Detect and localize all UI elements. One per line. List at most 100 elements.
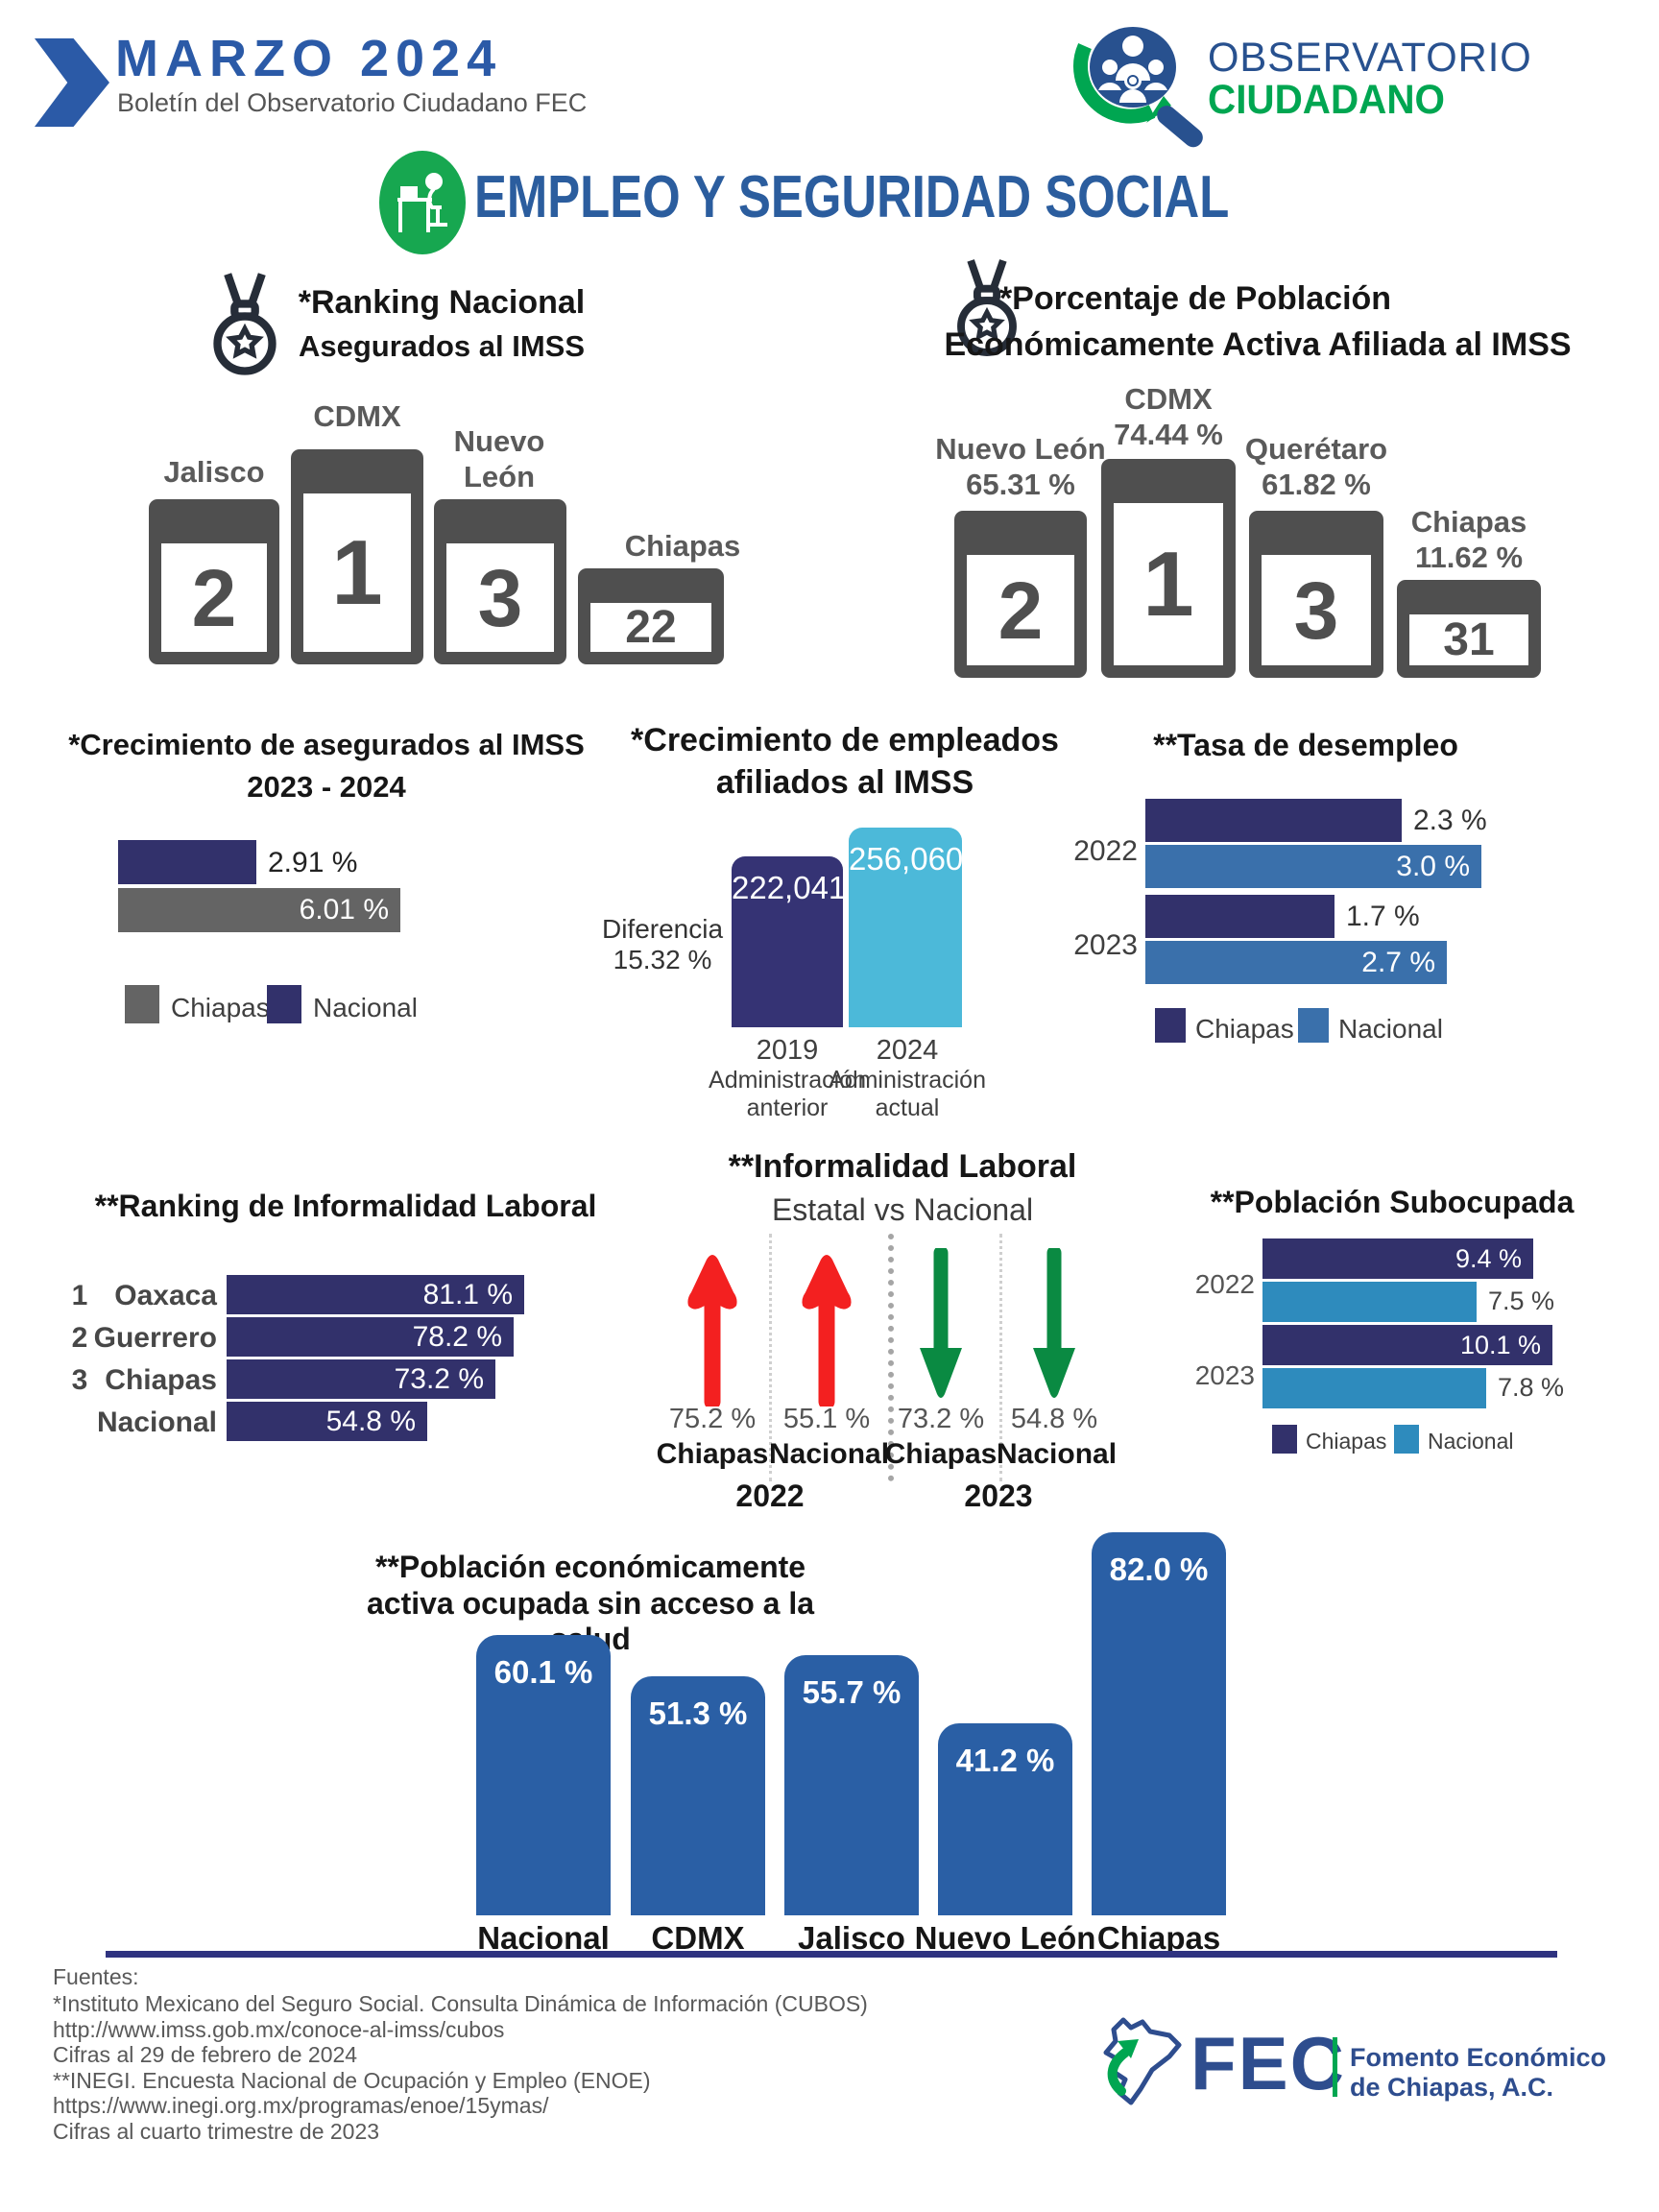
unemployment-2023-chiapas-value: 1.7 % — [1346, 901, 1420, 932]
logo-observatorio-text: OBSERVATORIO — [1208, 35, 1532, 81]
informality-2022-nacional-value: 55.1 % — [782, 1404, 871, 1434]
rank-3-bar: 73.2 % — [227, 1359, 495, 1399]
rank-2-bar: 78.2 % — [227, 1317, 514, 1357]
pea-cdmx-value: 74.44 % — [1114, 417, 1223, 451]
pea-label-chiapas: Chiapas 11.62 % — [1382, 505, 1555, 575]
footer-divider — [106, 1951, 1557, 1958]
subocupada-2023-chiapas-value: 10.1 % — [1459, 1330, 1541, 1359]
admin-2024-l2: actual — [875, 1094, 940, 1121]
employees-2019-bar: 222,041 — [732, 856, 847, 1027]
podium-block-rank2: 2 — [149, 499, 279, 664]
subocupada-2023-chiapas-bar: 10.1 % — [1262, 1325, 1552, 1365]
no-health-cdmx-value: 51.3 % — [648, 1695, 748, 1731]
no-health-bar-jalisco: 55.7 % — [784, 1655, 919, 1915]
pea-podium-block-rank31: 31 — [1397, 580, 1541, 678]
diff-word: Diferencia — [601, 914, 724, 944]
rank-3: 3 — [71, 1364, 88, 1396]
pea-label-nuevo-leon: Nuevo León 65.31 % — [925, 432, 1117, 502]
podium-rank-3: 3 — [477, 552, 523, 643]
unemployment-2022-chiapas-value: 2.3 % — [1413, 805, 1487, 836]
subocupada-2022-chiapas-bar: 9.4 % — [1262, 1238, 1533, 1279]
subocupada-legend-nacional: Nacional — [1428, 1429, 1514, 1454]
unemployment-2023-nacional-value: 2.7 % — [1361, 946, 1435, 978]
podium-label-jalisco: Jalisco — [163, 455, 265, 489]
no-health-bar-nacional: 60.1 % — [476, 1635, 611, 1915]
no-health-bar-cdmx: 51.3 % — [631, 1676, 765, 1915]
subocupada-year-2022: 2022 — [1194, 1269, 1255, 1299]
unemployment-2022-chiapas-bar — [1145, 799, 1402, 842]
employees-2019-label: 2019 Administración anterior — [706, 1035, 869, 1122]
informality-2022-nacional-name: Nacional — [769, 1438, 890, 1470]
medal-icon — [207, 271, 282, 380]
pea-qro-value: 61.82 % — [1262, 467, 1371, 501]
unemployment-year-2022: 2022 — [1073, 835, 1138, 867]
subocupada-2023-nacional-value: 7.8 % — [1498, 1373, 1565, 1402]
informality-2022-chiapas-value: 75.2 % — [668, 1404, 757, 1434]
informality-2022-chiapas-name: Chiapas — [656, 1438, 769, 1470]
source-link[interactable]: https://www.inegi.org.mx/programas/enoe/… — [53, 2093, 549, 2118]
fec-logo-text: FEC — [1190, 2021, 1346, 2105]
informality-vs-title: **Informalidad Laboral — [728, 1148, 1077, 1185]
informality-year-2023: 2023 — [964, 1479, 1033, 1513]
admin-2024-l1: Administración — [829, 1067, 986, 1094]
source-line: *Instituto Mexicano del Seguro Social. C… — [53, 1991, 868, 2016]
page-title: MARZO 2024 — [115, 30, 503, 87]
pea-qro-name: Querétaro — [1244, 432, 1388, 466]
podium-block-rank3: 3 — [434, 499, 566, 664]
pea-podium-block-rank2: 2 — [954, 511, 1087, 678]
no-health-label-cdmx: CDMX — [651, 1920, 745, 1956]
informality-2023-chiapas-name: Chiapas — [884, 1438, 998, 1470]
growth-employees-title2: afiliados al IMSS — [715, 764, 974, 801]
pea-rank-3: 3 — [1293, 565, 1339, 656]
source-link[interactable]: http://www.imss.gob.mx/conoce-al-imss/cu… — [53, 2016, 505, 2042]
podium-label-cdmx: CDMX — [313, 399, 401, 433]
informality-year-2022: 2022 — [735, 1479, 805, 1513]
growth-employees-diff: Diferencia 15.32 % — [590, 914, 734, 975]
no-health-bar-nuevo-leon: 41.2 % — [938, 1723, 1072, 1915]
fec-logo-separator — [1333, 2037, 1337, 2097]
pea-rank-31: 31 — [1443, 613, 1495, 665]
pea-label-queretaro: Querétaro 61.82 % — [1230, 432, 1403, 502]
podium-label-chiapas: Chiapas — [624, 529, 741, 563]
up-arrow-icon — [684, 1248, 741, 1411]
pea-rank-1: 1 — [1142, 532, 1194, 636]
source-line: Cifras al 29 de febrero de 2024 — [53, 2042, 358, 2067]
unemployment-2022-nacional-value: 3.0 % — [1396, 850, 1470, 882]
pea-title-line1: *Porcentaje de Población — [998, 280, 1392, 317]
pea-label-cdmx: CDMX 74.44 % — [1087, 382, 1250, 452]
source-line: **INEGI. Encuesta Nacional de Ocupación … — [53, 2067, 651, 2093]
unemployment-2023-chiapas-bar — [1145, 895, 1334, 938]
no-health-label-chiapas: Chiapas — [1096, 1920, 1221, 1956]
growth-insured-title2: 2023 - 2024 — [247, 770, 406, 804]
legend-label-chiapas: Chiapas — [171, 993, 270, 1022]
pea-nl-name: Nuevo León — [935, 432, 1106, 466]
pea-cdmx-name: CDMX — [1124, 382, 1213, 416]
podium-rank-22: 22 — [625, 601, 677, 653]
medal-icon — [952, 257, 1022, 361]
rank-2-value: 78.2 % — [412, 1320, 502, 1353]
growth-insured-nacional-bar — [118, 840, 256, 884]
legend-swatch-nacional — [267, 985, 301, 1023]
no-health-bar-chiapas: 82.0 % — [1092, 1532, 1226, 1915]
fec-map-icon — [1093, 2012, 1189, 2118]
no-health-nacional-value: 60.1 % — [493, 1654, 593, 1690]
unemployment-2022-nacional-bar: 3.0 % — [1145, 845, 1481, 888]
no-health-label-nacional: Nacional — [477, 1920, 610, 1956]
growth-insured-chiapas-value: 6.01 % — [299, 894, 389, 926]
rank-2: 2 — [71, 1322, 88, 1354]
growth-employees-title1: *Crecimiento de empleados — [631, 722, 1059, 758]
banner-title: EMPLEO Y SEGURIDAD SOCIAL — [474, 164, 1230, 230]
employees-2019-value: 222,041 — [732, 870, 847, 905]
sources-block: *Instituto Mexicano del Seguro Social. C… — [53, 1991, 917, 2144]
dotted-separator — [999, 1234, 1002, 1481]
sources-heading: Fuentes: — [53, 1964, 139, 1989]
informality-2023-nacional-value: 54.8 % — [1010, 1404, 1098, 1434]
subocupada-2022-nacional-bar — [1262, 1282, 1477, 1322]
no-health-chiapas-value: 82.0 % — [1109, 1551, 1209, 1587]
employees-2024-label: 2024 Administración actual — [826, 1035, 989, 1122]
unemployment-legend-swatch-nacional — [1298, 1008, 1329, 1043]
informality-vs-subtitle: Estatal vs Nacional — [771, 1192, 1034, 1227]
dotted-separator — [769, 1234, 772, 1481]
legend-label-nacional: Nacional — [313, 993, 418, 1022]
informality-2023-chiapas-value: 73.2 % — [897, 1404, 985, 1434]
